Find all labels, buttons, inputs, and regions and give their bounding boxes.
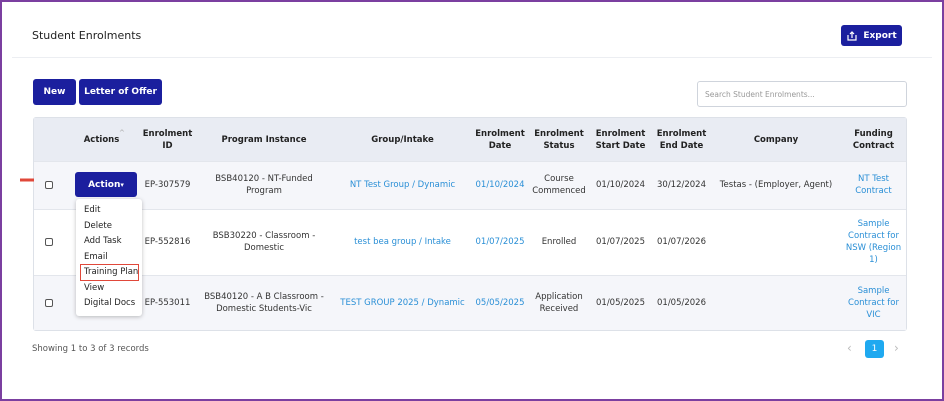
export-label: Export [863, 30, 897, 41]
table-cell: 01/05/2025 [596, 297, 645, 308]
table-row [34, 161, 906, 209]
prev-page[interactable]: ‹ [847, 341, 852, 355]
export-icon [847, 30, 857, 41]
column-header: Enrolment Start Date [595, 129, 646, 151]
action-button[interactable]: Action ▾ [75, 172, 137, 197]
table-row [34, 209, 906, 275]
export-button[interactable]: Export [841, 25, 902, 46]
column-header: Enrolment Status [534, 129, 584, 151]
action-label: Action [88, 179, 121, 190]
table-cell: 01/07/2026 [657, 237, 706, 247]
highlight-box [80, 264, 139, 281]
next-page[interactable]: › [894, 341, 899, 355]
table-cell: Enrolled [541, 237, 577, 247]
column-header: Program Instance [221, 135, 307, 145]
menu-item[interactable]: View [84, 282, 105, 293]
menu-item[interactable]: Digital Docs [84, 298, 136, 308]
search-input[interactable]: Search Student Enrolments... [697, 81, 907, 107]
menu-item[interactable]: Email [84, 251, 108, 262]
column-header: Funding Contract [852, 129, 895, 151]
table-row [34, 275, 906, 330]
table-cell: EP-552816 [144, 237, 191, 247]
link-cell[interactable]: NT Test Group / Dynamic [349, 180, 456, 190]
page-title: Student Enrolments [32, 29, 142, 42]
link-cell[interactable]: 01/10/2024 [475, 180, 525, 190]
link-cell[interactable]: 05/05/2025 [475, 297, 525, 308]
table-cell: 01/05/2026 [657, 297, 706, 308]
header-checkbox-col [34, 118, 64, 162]
menu-item[interactable]: Edit [84, 205, 101, 215]
row-checkbox[interactable] [45, 298, 53, 307]
link-cell[interactable]: test bea group / Intake [354, 237, 451, 247]
column-header: Enrolment End Date [656, 129, 707, 151]
link-cell[interactable]: 01/07/2025 [475, 237, 525, 247]
column-header: Enrolment ID [142, 129, 193, 151]
table-cell: EP-553011 [144, 297, 191, 308]
table-cell: Course Commenced [532, 174, 586, 196]
menu-item[interactable]: Delete [84, 220, 112, 231]
column-header: Actions [83, 135, 120, 145]
table-cell: BSB40120 - A B Classroom - Domestic Stud… [204, 291, 324, 314]
row-checkbox[interactable] [45, 238, 53, 246]
table-cell: EP-307579 [144, 180, 191, 190]
table [33, 117, 907, 331]
table-cell: BSB40120 - NT-Funded Program [215, 174, 313, 196]
action-menu [76, 199, 142, 316]
menu-item[interactable]: Training Plan [84, 267, 139, 277]
letter-of-offer-button[interactable]: Letter of Offer [79, 79, 162, 105]
table-cell: 01/10/2024 [596, 180, 645, 190]
table-cell: Application Received [535, 291, 583, 314]
table-cell: 30/12/2024 [657, 180, 706, 190]
table-cell: 01/07/2025 [596, 237, 645, 247]
divider [12, 57, 932, 58]
link-cell[interactable]: NT Test Contract [855, 174, 892, 196]
link-cell[interactable]: TEST GROUP 2025 / Dynamic [340, 297, 465, 308]
records-summary: Showing 1 to 3 of 3 records [32, 344, 149, 354]
table-cell: Testas - (Employer, Agent) [719, 180, 833, 190]
caret: ▾ [120, 180, 124, 189]
column-header: Enrolment Date [475, 129, 525, 151]
row-checkbox[interactable] [45, 181, 53, 189]
link-cell[interactable]: Sample Contract for VIC [848, 285, 899, 320]
table-header [34, 118, 906, 162]
column-header: Company [753, 135, 799, 145]
column-header: Group/Intake [371, 135, 434, 145]
table-cell: BSB30220 - Classroom - Domestic [212, 231, 316, 253]
new-button[interactable]: New [33, 79, 76, 105]
menu-item[interactable]: Add Task [84, 236, 122, 246]
page-button[interactable]: 1 [865, 340, 884, 358]
link-cell[interactable]: Sample Contract for NSW (Region 1) [845, 219, 902, 265]
sort-indicator: ^ [119, 129, 125, 137]
